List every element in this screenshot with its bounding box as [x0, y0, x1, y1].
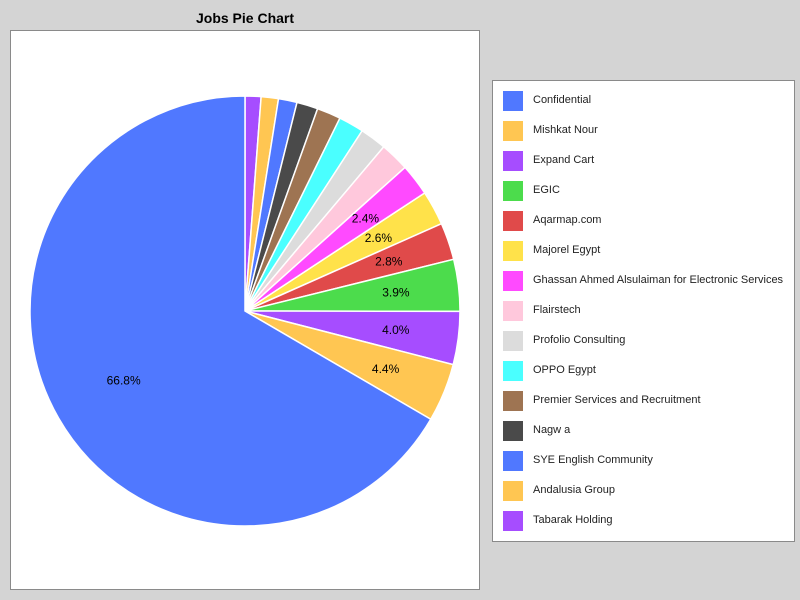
legend-label: Aqarmap.com: [533, 214, 602, 226]
legend-item: Majorel Egypt: [503, 241, 793, 261]
legend-label: Profolio Consulting: [533, 334, 626, 346]
slice-data-label: 3.9%: [382, 286, 410, 300]
legend-item: EGIC: [503, 181, 793, 201]
slice-data-label: 2.8%: [375, 255, 403, 269]
slice-data-label: 2.4%: [352, 211, 380, 225]
legend-item: Andalusia Group: [503, 481, 793, 501]
legend-item: SYE English Community: [503, 451, 793, 471]
legend-swatch: [503, 211, 523, 231]
pie-chart: 66.8% 4.4% 4.0% 3.9% 2.8% 2.6% 2.4%: [29, 95, 461, 527]
legend-item: Mishkat Nour: [503, 121, 793, 141]
legend-item: OPPO Egypt: [503, 361, 793, 381]
legend-item: Nagw a: [503, 421, 793, 441]
legend-label: Andalusia Group: [533, 484, 615, 496]
legend-swatch: [503, 481, 523, 501]
legend-swatch: [503, 241, 523, 261]
legend-label: Ghassan Ahmed Alsulaiman for Electronic …: [533, 274, 784, 286]
legend-label: Premier Services and Recruitment: [533, 394, 701, 406]
legend-label: OPPO Egypt: [533, 364, 596, 376]
legend-label: Mishkat Nour: [533, 124, 598, 136]
slice-data-label: 66.8%: [107, 374, 141, 388]
slice-data-label: 4.0%: [382, 323, 410, 337]
legend-item: Ghassan Ahmed Alsulaiman for Electronic …: [503, 271, 793, 291]
legend-item: Expand Cart: [503, 151, 793, 171]
legend: Confidential Mishkat Nour Expand Cart EGIC A…: [492, 80, 795, 542]
legend-label: SYE English Community: [533, 454, 653, 466]
legend-label: Expand Cart: [533, 154, 595, 166]
legend-swatch: [503, 511, 523, 531]
legend-item: Premier Services and Recruitment: [503, 391, 793, 411]
legend-item: Tabarak Holding: [503, 511, 793, 531]
legend-item: Confidential: [503, 91, 793, 111]
legend-label: Nagw a: [533, 424, 571, 436]
slice-data-label: 2.6%: [365, 231, 393, 245]
legend-swatch: [503, 271, 523, 291]
chart-title: Jobs Pie Chart: [195, 10, 295, 26]
legend-label: Confidential: [533, 94, 592, 106]
pie-slice-confidential: [29, 95, 432, 527]
legend-swatch: [503, 181, 523, 201]
legend-label: Flairstech: [533, 304, 581, 316]
legend-label: EGIC: [533, 184, 560, 196]
legend-item: Aqarmap.com: [503, 211, 793, 231]
legend-item: Flairstech: [503, 301, 793, 321]
legend-item: Profolio Consulting: [503, 331, 793, 351]
legend-swatch: [503, 361, 523, 381]
legend-label: Tabarak Holding: [533, 514, 613, 526]
legend-swatch: [503, 301, 523, 321]
plot-area: 66.8% 4.4% 4.0% 3.9% 2.8% 2.6% 2.4%: [10, 30, 480, 590]
legend-swatch: [503, 331, 523, 351]
legend-swatch: [503, 391, 523, 411]
legend-swatch: [503, 151, 523, 171]
legend-label: Majorel Egypt: [533, 244, 601, 256]
legend-swatch: [503, 421, 523, 441]
legend-swatch: [503, 121, 523, 141]
slice-data-label: 4.4%: [372, 362, 400, 376]
legend-swatch: [503, 91, 523, 111]
legend-swatch: [503, 451, 523, 471]
